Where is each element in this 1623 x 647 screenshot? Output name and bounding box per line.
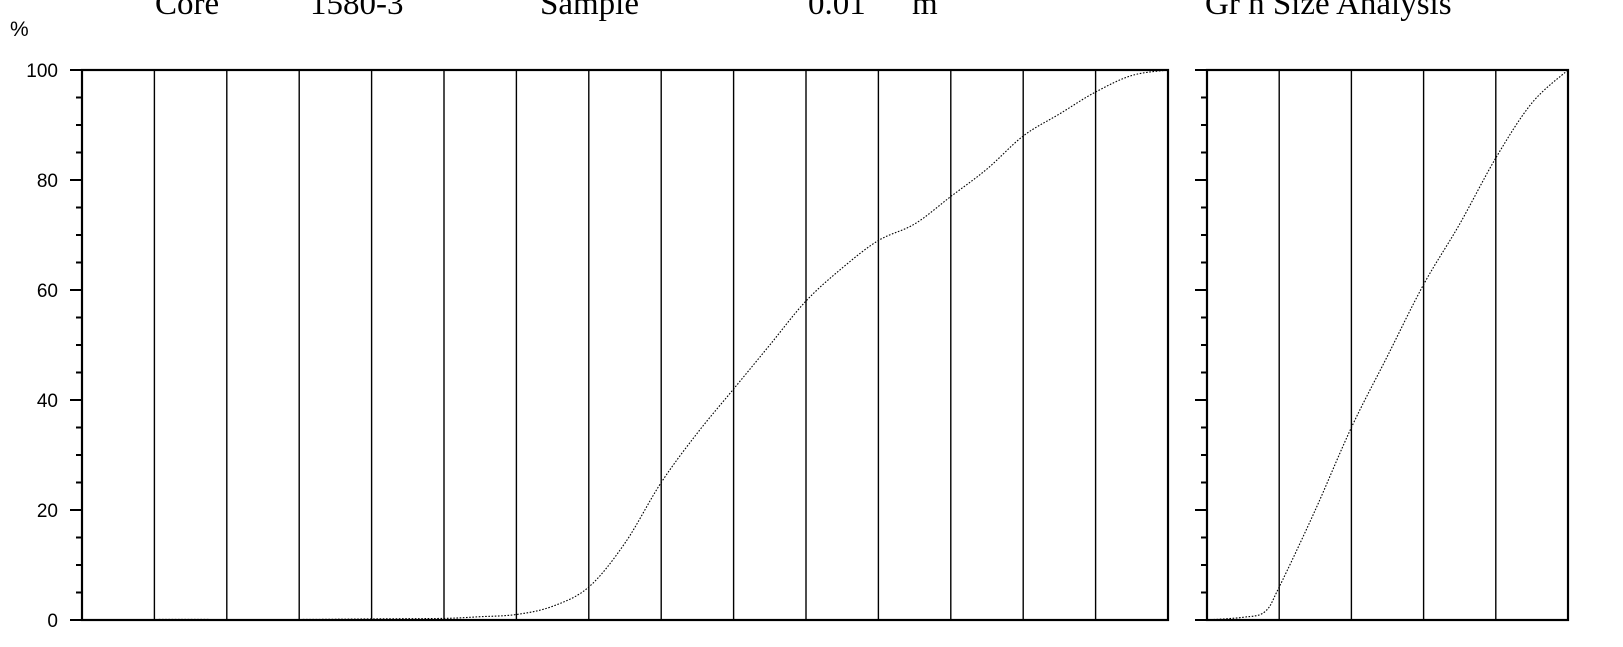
sample-label: Sample bbox=[540, 0, 639, 22]
right-cumulative-curve-0 bbox=[1206, 69, 1569, 621]
chart-header: Core 1580-3 Sample 0.01 m Gr n Size Anal… bbox=[155, 0, 1452, 22]
core-value: 1580-3 bbox=[310, 0, 404, 22]
left-y-tick-label-0: 0 bbox=[47, 611, 58, 632]
left-cumulative-curve-0 bbox=[81, 69, 1169, 621]
left-y-tick-label-100: 100 bbox=[26, 61, 58, 82]
left-plot-frame bbox=[80, 68, 1170, 622]
left-y-tick-label-20: 20 bbox=[37, 501, 58, 522]
left-y-tick-label-80: 80 bbox=[37, 171, 58, 192]
left-y-tick-label-40: 40 bbox=[37, 391, 58, 412]
core-label: Core bbox=[155, 0, 219, 22]
chart-title: Gr n Size Analysis bbox=[1205, 0, 1452, 22]
sample-unit: m bbox=[912, 0, 938, 22]
left-y-tick-label-60: 60 bbox=[37, 281, 58, 302]
right-plot-panel bbox=[1195, 68, 1570, 622]
left-plot-panel: 0 20 40 60 80 100 bbox=[26, 61, 1170, 632]
sample-value: 0.01 bbox=[808, 0, 866, 22]
y-axis-unit-label: % bbox=[10, 18, 29, 41]
right-plot-frame bbox=[1205, 68, 1570, 622]
